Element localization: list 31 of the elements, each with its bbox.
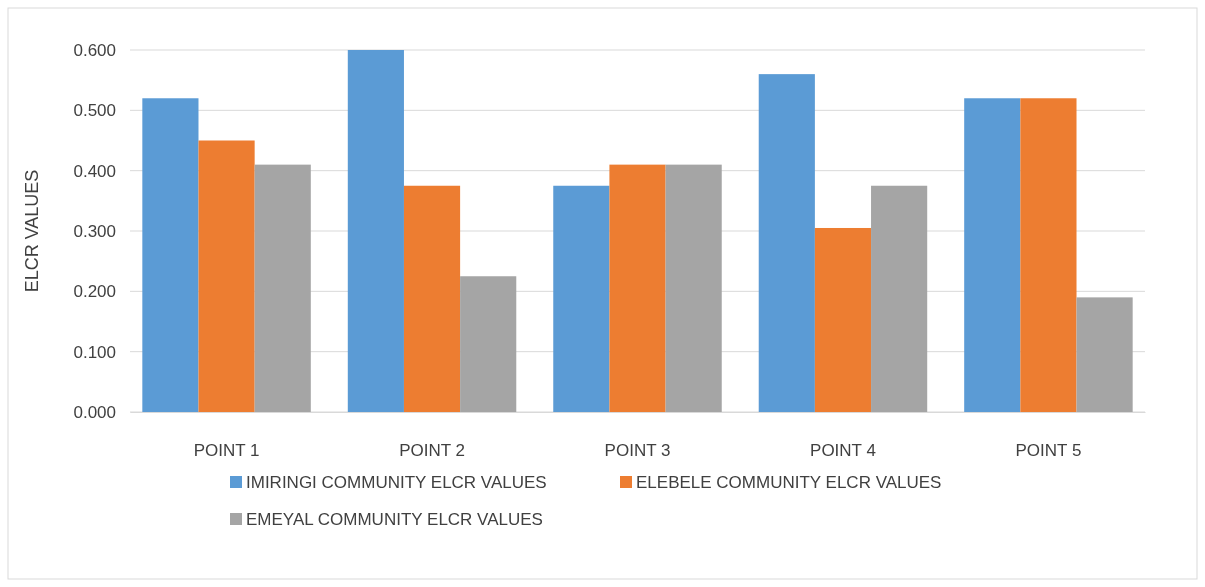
bar (347, 50, 404, 412)
bar (142, 98, 199, 412)
bar (403, 185, 461, 412)
y-tick-label: 0.100 (73, 342, 116, 362)
legend-label: IMIRINGI COMMUNITY ELCR VALUES (246, 473, 547, 492)
x-tick-label: POINT 5 (1015, 441, 1082, 461)
y-tick-label: 0.200 (73, 282, 116, 302)
bar (553, 185, 610, 412)
x-tick-label: POINT 4 (810, 441, 876, 461)
bar (758, 74, 815, 412)
x-tick-label: POINT 3 (604, 441, 671, 461)
bar (460, 276, 517, 412)
y-tick-label: 0.600 (73, 40, 116, 60)
bar (609, 164, 666, 412)
bar (254, 164, 311, 412)
y-tick-label: 0.500 (73, 101, 116, 121)
y-axis-title: ELCR VALUES (22, 169, 42, 293)
y-tick-label: 0.000 (73, 402, 116, 422)
legend-label: EMEYAL COMMUNITY ELCR VALUES (246, 510, 543, 529)
legend-label: ELEBELE COMMUNITY ELCR VALUES (636, 473, 942, 492)
bar (665, 164, 722, 412)
bar (871, 185, 928, 412)
y-tick-label: 0.300 (73, 221, 116, 241)
y-tick-label: 0.400 (73, 161, 116, 181)
x-tick-label: POINT 1 (193, 441, 260, 461)
bar (964, 98, 1021, 412)
x-tick-label: POINT 2 (399, 441, 465, 461)
bar (814, 227, 872, 412)
bar (1020, 98, 1077, 412)
bar (1076, 297, 1133, 412)
bar (198, 140, 255, 412)
